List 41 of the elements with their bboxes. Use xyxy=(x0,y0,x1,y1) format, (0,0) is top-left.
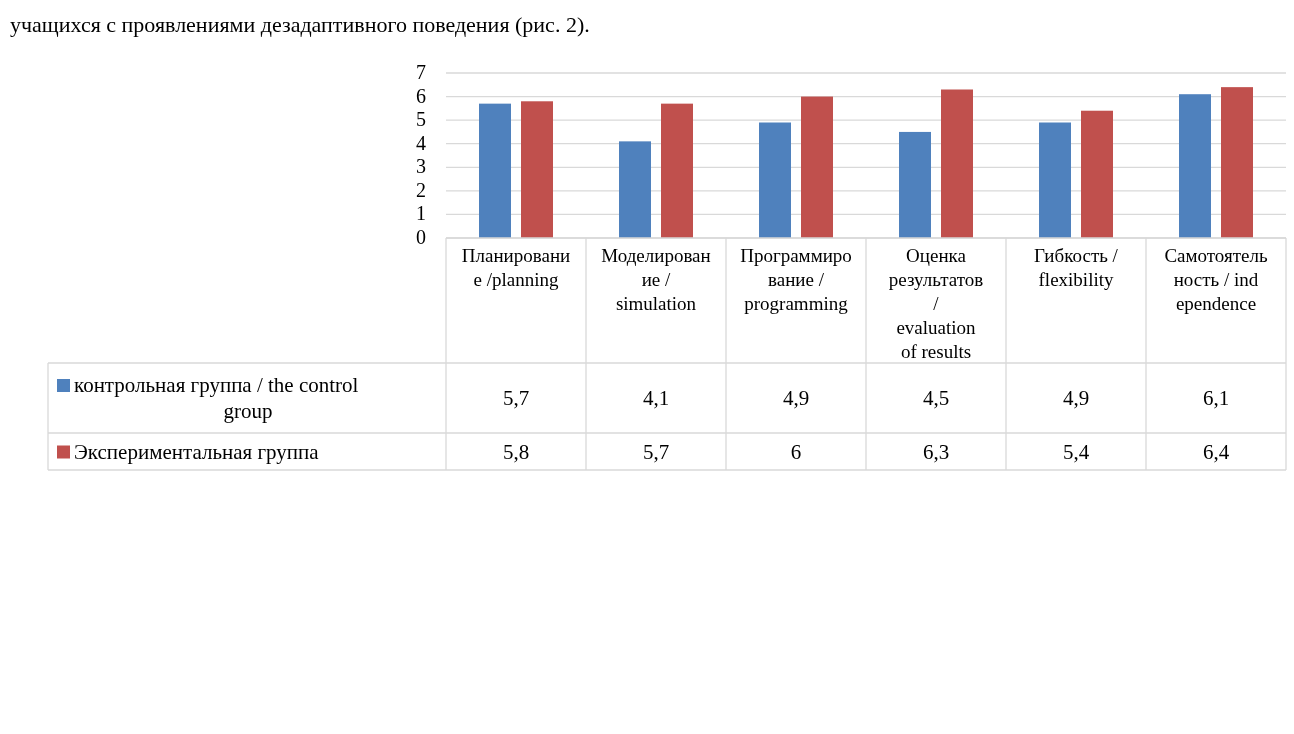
bar xyxy=(619,141,651,238)
bar xyxy=(1081,110,1113,238)
bar xyxy=(899,131,931,238)
data-label: 6,1 xyxy=(1202,386,1230,410)
y-tick-label: 5 xyxy=(416,108,426,131)
data-label: 4,9 xyxy=(1062,386,1090,410)
data-label: 4,9 xyxy=(782,386,810,410)
y-tick-label: 6 xyxy=(416,84,426,107)
data-label: 4,5 xyxy=(922,386,950,410)
data-label: 6,4 xyxy=(1202,439,1230,464)
y-tick-label: 2 xyxy=(416,178,426,201)
bar xyxy=(941,89,973,238)
data-label: 5,4 xyxy=(1062,439,1090,464)
x-tick-label: Планирование /planning xyxy=(461,245,571,290)
bar xyxy=(801,96,833,238)
legend-label: Экспериментальная группа xyxy=(74,439,320,464)
data-label: 5,7 xyxy=(642,439,670,464)
x-tick-label: Гибкость / flexibility xyxy=(1034,245,1119,290)
data-label: 5,7 xyxy=(502,386,530,410)
bar xyxy=(1179,94,1211,238)
y-tick-label: 4 xyxy=(416,131,426,154)
data-label: 4,1 xyxy=(642,386,670,410)
text: учащихся с проявлениями дезадаптивного поведения (рис. 2). xyxy=(10,12,590,37)
x-tick-label: Моделирование / simulation xyxy=(601,245,711,314)
x-tick-label: Оценка результатов / evaluation of results xyxy=(888,245,984,362)
bar xyxy=(759,122,791,238)
legend-label: контрольная группа / the control group xyxy=(74,373,359,423)
data-label: 6,3 xyxy=(922,439,950,464)
data-label: 5,8 xyxy=(502,439,530,464)
bar xyxy=(1221,87,1253,238)
x-tick-label: Самотоятельность / independence xyxy=(1164,245,1268,314)
y-tick-label: 3 xyxy=(416,155,426,178)
x-tick-label: Программирование / programming xyxy=(740,245,852,314)
bar xyxy=(1039,122,1071,238)
y-tick-label: 7 xyxy=(416,61,426,83)
data-label: 6 xyxy=(790,439,802,464)
bar xyxy=(479,103,511,238)
y-tick-label: 1 xyxy=(416,202,426,225)
y-tick-label: 0 xyxy=(416,226,426,248)
bar xyxy=(661,103,693,238)
bar xyxy=(521,101,553,238)
